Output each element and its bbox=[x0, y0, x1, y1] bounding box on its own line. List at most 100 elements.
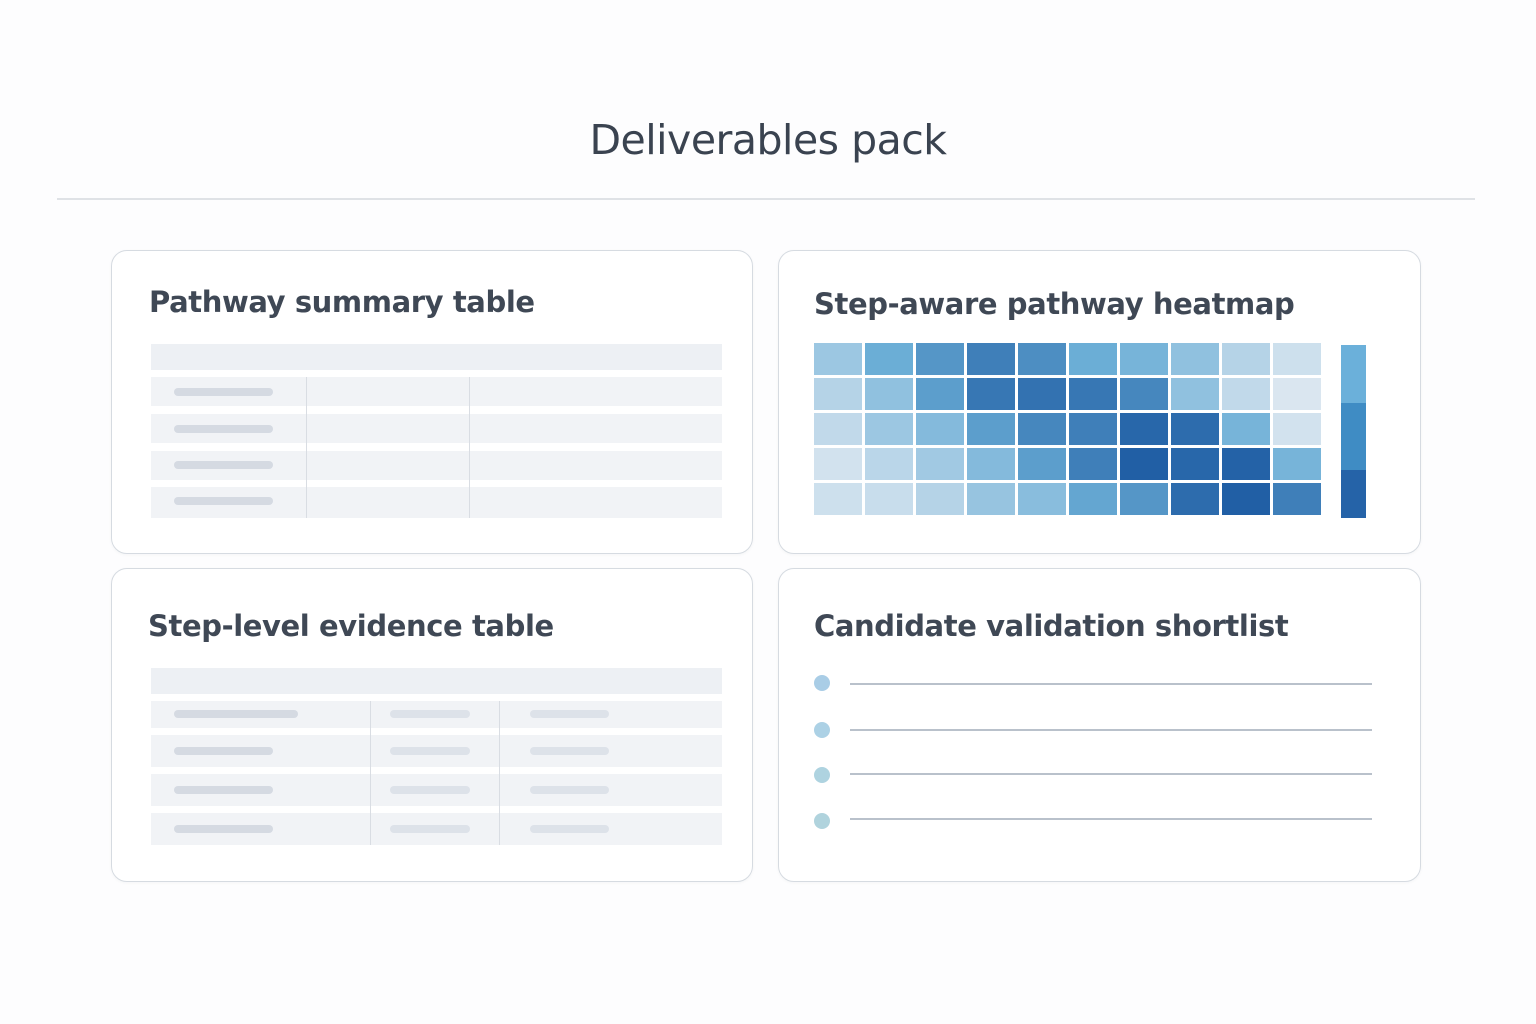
placeholder-text bbox=[530, 786, 609, 794]
placeholder-text bbox=[174, 425, 273, 433]
heatmap-cell bbox=[916, 413, 964, 445]
placeholder-text bbox=[530, 825, 609, 833]
heatmap-cell bbox=[1222, 378, 1270, 410]
list-item[interactable] bbox=[814, 720, 1374, 740]
card-title: Step-aware pathway heatmap bbox=[814, 287, 1295, 321]
heatmap-cell bbox=[814, 343, 862, 375]
placeholder-text bbox=[174, 710, 298, 718]
heatmap-cell bbox=[814, 448, 862, 480]
bullet-dot-icon bbox=[814, 767, 830, 783]
placeholder-text bbox=[390, 747, 470, 755]
placeholder-text bbox=[174, 388, 273, 396]
heatmap-cell bbox=[1273, 378, 1321, 410]
colorbar-segment bbox=[1341, 403, 1366, 470]
placeholder-text bbox=[390, 786, 470, 794]
column-divider bbox=[370, 701, 371, 845]
placeholder-text bbox=[174, 461, 273, 469]
placeholder-line bbox=[850, 683, 1372, 685]
colorbar-segment bbox=[1341, 345, 1366, 403]
heatmap-cell bbox=[1120, 343, 1168, 375]
placeholder-text bbox=[390, 710, 470, 718]
heatmap-cell bbox=[1171, 483, 1219, 515]
heatmap-cell bbox=[865, 378, 913, 410]
placeholder-text bbox=[530, 710, 609, 718]
placeholder-text bbox=[530, 747, 609, 755]
placeholder-line bbox=[850, 818, 1372, 820]
heatmap-cell bbox=[1222, 448, 1270, 480]
heatmap-cell bbox=[1018, 343, 1066, 375]
heatmap-cell bbox=[1273, 483, 1321, 515]
heatmap-cell bbox=[1018, 413, 1066, 445]
heatmap-cell bbox=[814, 483, 862, 515]
heatmap-cell bbox=[814, 413, 862, 445]
placeholder-text bbox=[174, 825, 273, 833]
list-item[interactable] bbox=[814, 811, 1374, 831]
column-divider bbox=[469, 377, 470, 518]
placeholder-line bbox=[850, 773, 1372, 775]
heatmap-cell bbox=[1018, 448, 1066, 480]
heatmap-cell bbox=[1120, 413, 1168, 445]
column-divider bbox=[306, 377, 307, 518]
table-header bbox=[151, 668, 722, 694]
heatmap-cell bbox=[916, 483, 964, 515]
heatmap-cell bbox=[1120, 378, 1168, 410]
list-item[interactable] bbox=[814, 765, 1374, 785]
heatmap-cell bbox=[967, 448, 1015, 480]
placeholder-line bbox=[850, 729, 1372, 731]
bullet-dot-icon bbox=[814, 722, 830, 738]
heatmap-cell bbox=[1120, 483, 1168, 515]
placeholder-text bbox=[174, 497, 273, 505]
heatmap-cell bbox=[865, 448, 913, 480]
heatmap-cell bbox=[1273, 343, 1321, 375]
card-title: Pathway summary table bbox=[149, 285, 535, 319]
colorbar-segment bbox=[1341, 470, 1366, 518]
title-divider bbox=[57, 198, 1475, 200]
heatmap-cell bbox=[1171, 448, 1219, 480]
heatmap-cell bbox=[1222, 413, 1270, 445]
heatmap-cell bbox=[1222, 343, 1270, 375]
card-title: Candidate validation shortlist bbox=[814, 609, 1289, 643]
heatmap-cell bbox=[1222, 483, 1270, 515]
bullet-dot-icon bbox=[814, 675, 830, 691]
heatmap-cell bbox=[1120, 448, 1168, 480]
placeholder-text bbox=[390, 825, 470, 833]
heatmap-cell bbox=[1069, 343, 1117, 375]
list-item[interactable] bbox=[814, 673, 1374, 693]
table-header bbox=[151, 344, 722, 370]
heatmap-cell bbox=[1069, 413, 1117, 445]
heatmap-cell bbox=[967, 343, 1015, 375]
heatmap-cell bbox=[1069, 483, 1117, 515]
evidence-table-card[interactable]: Step-level evidence table bbox=[111, 568, 753, 882]
heatmap-cell bbox=[967, 413, 1015, 445]
heatmap-cell bbox=[814, 378, 862, 410]
heatmap-cell bbox=[865, 483, 913, 515]
heatmap-cell bbox=[1171, 343, 1219, 375]
column-divider bbox=[499, 701, 500, 845]
pathway-summary-table bbox=[151, 344, 722, 519]
heatmap-cell bbox=[1069, 448, 1117, 480]
page-title: Deliverables pack bbox=[589, 116, 947, 164]
card-title: Step-level evidence table bbox=[148, 609, 554, 643]
validation-shortlist-card[interactable]: Candidate validation shortlist bbox=[778, 568, 1421, 882]
heatmap-cell bbox=[916, 343, 964, 375]
heatmap-cell bbox=[865, 413, 913, 445]
pathway-heatmap-card[interactable]: Step-aware pathway heatmap bbox=[778, 250, 1421, 554]
heatmap-cell bbox=[1018, 483, 1066, 515]
heatmap-cell bbox=[1273, 448, 1321, 480]
pathway-summary-card[interactable]: Pathway summary table bbox=[111, 250, 753, 554]
placeholder-text bbox=[174, 747, 273, 755]
heatmap-colorbar bbox=[1341, 345, 1366, 518]
heatmap-grid bbox=[814, 343, 1321, 515]
placeholder-text bbox=[174, 786, 273, 794]
evidence-table bbox=[151, 668, 722, 848]
heatmap-cell bbox=[967, 378, 1015, 410]
bullet-dot-icon bbox=[814, 813, 830, 829]
heatmap-cell bbox=[967, 483, 1015, 515]
heatmap-cell bbox=[1171, 413, 1219, 445]
heatmap-cell bbox=[916, 448, 964, 480]
heatmap-cell bbox=[1069, 378, 1117, 410]
heatmap-cell bbox=[1018, 378, 1066, 410]
heatmap-cell bbox=[916, 378, 964, 410]
heatmap-cell bbox=[1273, 413, 1321, 445]
heatmap-cell bbox=[1171, 378, 1219, 410]
